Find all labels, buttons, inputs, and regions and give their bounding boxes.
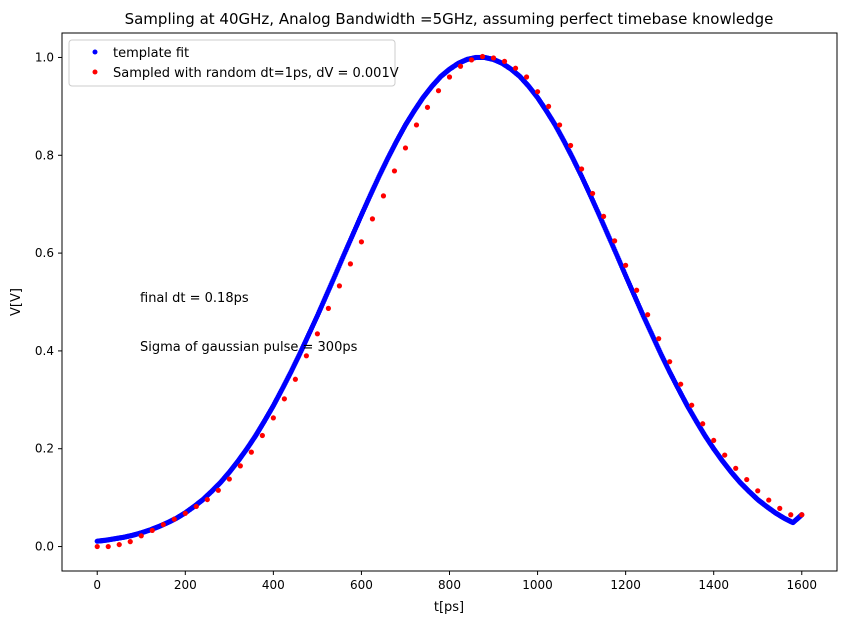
sampled-point	[413, 122, 420, 128]
x-tick-label: 1400	[698, 578, 729, 592]
sampled-point	[556, 122, 563, 128]
sampled-point	[479, 53, 486, 60]
sampled-point	[182, 510, 188, 516]
sampled-point	[270, 415, 276, 421]
sampled-point	[590, 190, 596, 197]
sampled-point	[138, 533, 144, 539]
sampled-point	[292, 376, 298, 382]
legend: template fit Sampled with random dt=1ps,…	[68, 39, 399, 87]
sampled-point	[314, 331, 320, 337]
annotation-sigma: Sigma of gaussian pulse = 300ps	[140, 340, 358, 355]
sampled-point	[347, 261, 354, 267]
sampled-point	[259, 432, 265, 439]
sampled-point	[634, 287, 640, 293]
sampled-point	[777, 505, 783, 511]
sampled-point	[612, 238, 618, 244]
sampled-point	[523, 74, 530, 80]
sampled-point	[512, 65, 519, 71]
sampled-point	[193, 503, 199, 510]
sampled-point	[391, 168, 398, 174]
sampled-point	[116, 541, 122, 548]
sampled-point	[678, 381, 684, 387]
y-tick-label: 1.0	[35, 50, 54, 64]
sampled-point	[579, 166, 585, 172]
sampled-point	[215, 487, 221, 493]
y-axis-label: V[V]	[9, 288, 24, 316]
sampled-point	[656, 336, 662, 342]
sampled-point	[160, 521, 166, 528]
x-tick-label: 400	[262, 578, 285, 592]
sampled-point	[303, 353, 309, 359]
x-tick-label: 1000	[522, 578, 553, 592]
sampled-point	[722, 452, 728, 458]
sampled-point	[667, 359, 673, 365]
sampled-point	[601, 213, 607, 220]
x-axis-label: t[ps]	[434, 600, 464, 615]
sampled-point	[623, 262, 629, 268]
sampled-point	[336, 283, 343, 289]
sampled-point	[204, 496, 210, 503]
sampled-point	[248, 449, 254, 455]
sampled-point	[744, 476, 750, 483]
sampled-point	[237, 463, 243, 469]
legend-marker-sampled	[92, 69, 98, 75]
x-tick-label: 600	[350, 578, 373, 592]
sampled-point	[94, 543, 100, 550]
legend-label-template-fit: template fit	[113, 46, 189, 61]
sampled-point	[799, 512, 805, 518]
sampled-point	[435, 88, 442, 94]
sampled-point	[369, 216, 376, 222]
sampled-point	[545, 103, 552, 109]
sampled-point	[490, 55, 497, 61]
sampled-point	[149, 527, 155, 534]
legend-marker-template-fit	[92, 49, 98, 55]
sampled-point	[325, 305, 332, 311]
y-tick-label: 0.0	[35, 540, 54, 554]
sampled-series	[94, 53, 805, 550]
x-tick-label: 200	[174, 578, 197, 592]
x-tick-label: 0	[93, 578, 101, 592]
x-tick-label: 1200	[610, 578, 641, 592]
sampled-point	[468, 57, 475, 63]
sampled-point	[733, 465, 739, 471]
sampled-point	[402, 145, 409, 151]
legend-label-sampled: Sampled with random dt=1ps, dV = 0.001V	[113, 66, 399, 81]
sampled-point	[534, 89, 541, 95]
sampled-point	[127, 539, 133, 545]
y-tick-label: 0.2	[35, 442, 54, 456]
annotation-final-dt: final dt = 0.18ps	[140, 291, 249, 306]
sampled-point	[380, 193, 387, 199]
sampled-point	[700, 421, 706, 427]
y-axis-ticks: 0.0 0.2 0.4 0.6 0.8 1.0	[35, 50, 62, 554]
sampled-point	[226, 476, 232, 482]
chart-title: Sampling at 40GHz, Analog Bandwidth =5GH…	[125, 10, 774, 28]
sampled-point	[105, 543, 111, 550]
y-tick-label: 0.4	[35, 344, 54, 358]
sampled-point	[689, 402, 695, 408]
sampled-point	[501, 58, 508, 64]
x-tick-label: 800	[438, 578, 461, 592]
sampled-point	[171, 516, 177, 522]
sampled-point	[424, 104, 431, 110]
sampled-point	[457, 63, 464, 69]
x-tick-label: 1600	[786, 578, 817, 592]
sampled-point	[711, 437, 717, 444]
sampled-point	[446, 74, 453, 80]
axes-background	[62, 33, 837, 571]
y-tick-label: 0.6	[35, 246, 54, 260]
sampled-point	[567, 142, 574, 149]
x-axis-ticks: 0 200 400 600 800 1000 1200 1400 1600	[93, 571, 817, 592]
legend-box	[68, 39, 396, 87]
y-tick-label: 0.8	[35, 148, 54, 162]
sampled-point	[788, 512, 794, 518]
sampled-point	[358, 239, 365, 245]
sampled-point	[281, 396, 287, 402]
plot-area	[62, 33, 837, 571]
sampled-point	[766, 497, 772, 503]
sampled-point	[755, 488, 761, 494]
sampled-point	[645, 312, 651, 318]
